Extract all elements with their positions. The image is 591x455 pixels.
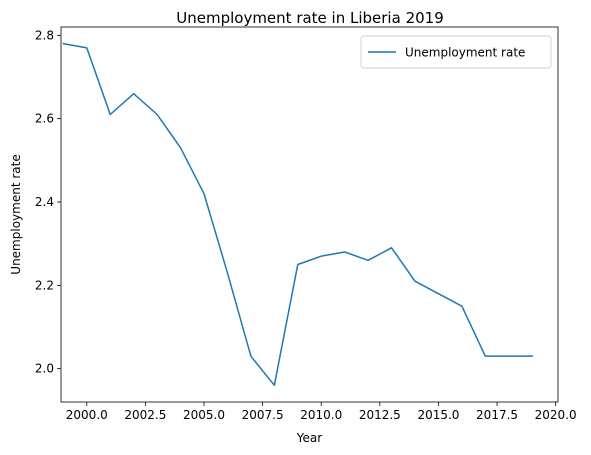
x-tick-label: 2017.5 <box>476 408 518 422</box>
legend-label-unemployment-rate: Unemployment rate <box>405 46 525 60</box>
x-tick-label: 2000.0 <box>66 408 108 422</box>
chart-title: Unemployment rate in Liberia 2019 <box>176 9 444 27</box>
y-axis-ticks: 2.0 2.2 2.4 2.6 2.8 <box>35 28 61 375</box>
legend: Unemployment rate <box>361 36 551 68</box>
y-tick-label: 2.6 <box>35 112 54 126</box>
y-tick-label: 2.8 <box>35 28 54 42</box>
y-axis-label: Unemployment rate <box>9 154 23 274</box>
y-tick-label: 2.2 <box>35 278 54 292</box>
x-tick-label: 2005.0 <box>183 408 225 422</box>
x-axis-ticks: 2000.0 2002.5 2005.0 2007.5 2010.0 2012.5 2015… <box>66 402 577 422</box>
y-tick-label: 2.4 <box>35 195 54 209</box>
x-tick-label: 2007.5 <box>242 408 284 422</box>
plot-area <box>61 27 558 402</box>
x-tick-label: 2012.5 <box>359 408 401 422</box>
x-axis-label: Year <box>296 431 322 445</box>
x-tick-label: 2020.0 <box>535 408 577 422</box>
x-tick-label: 2015.0 <box>417 408 459 422</box>
x-tick-label: 2002.5 <box>124 408 166 422</box>
x-tick-label: 2010.0 <box>300 408 342 422</box>
y-tick-label: 2.0 <box>35 362 54 376</box>
